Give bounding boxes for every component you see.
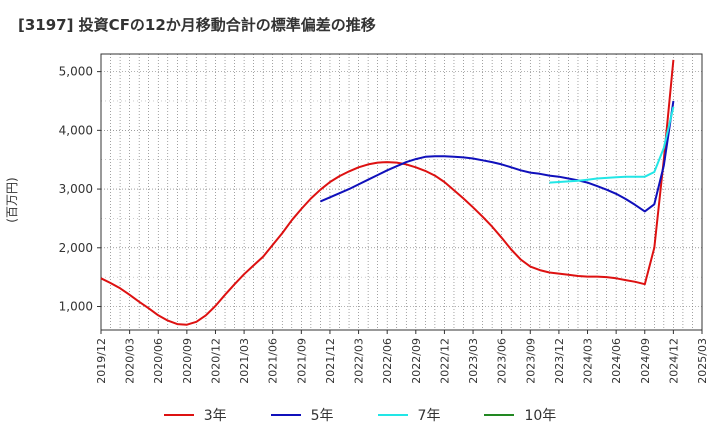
x-tick-label: 2020/03 [124, 338, 137, 384]
legend-swatch [270, 414, 301, 416]
y-ticks: 1,000 2,000 3,000 4,000 5,000 [59, 65, 101, 314]
plot-frame [100, 53, 703, 331]
x-tick-label: 2024/06 [610, 338, 623, 384]
x-tick-label: 2022/09 [410, 338, 423, 384]
x-tick-label: 2020/09 [181, 338, 194, 384]
legend-swatch [377, 414, 408, 416]
axes [100, 53, 703, 331]
y-axis-label: (百万円) [5, 177, 19, 222]
x-tick-label: 2022/03 [353, 338, 366, 384]
x-tick-label: 2021/09 [295, 338, 308, 384]
x-tick-label: 2022/12 [438, 338, 451, 384]
legend-swatch [163, 414, 194, 416]
legend-label: 5年 [310, 408, 334, 424]
legend-item: 3年 [163, 405, 227, 425]
x-tick-label: 2020/12 [209, 338, 222, 384]
x-tick-label: 2023/09 [524, 338, 537, 384]
series-lines [100, 59, 675, 326]
x-tick-label: 2024/03 [582, 338, 595, 384]
x-tick-label: 2023/12 [553, 338, 566, 384]
x-tick-label: 2021/06 [267, 338, 280, 384]
x-ticks: 2019/12 2020/03 2020/06 2020/09 2020/12 2021/… [95, 330, 709, 384]
legend-label: 3年 [203, 408, 227, 424]
series-line-3年 [100, 59, 675, 326]
chart-title: [3197] 投資CFの12か月移動合計の標準偏差の推移 [18, 16, 376, 34]
x-tick-label: 2021/03 [238, 338, 251, 384]
x-tick-label: 2023/06 [496, 338, 509, 384]
legend-item: 5年 [270, 405, 334, 425]
legend-swatch [484, 414, 515, 416]
legend-item: 10年 [484, 405, 556, 425]
y-tick-label: 3,000 [59, 182, 93, 196]
x-tick-label: 2020/06 [152, 338, 165, 384]
x-tick-label: 2019/12 [95, 338, 108, 384]
legend-label: 10年 [524, 408, 557, 424]
x-tick-label: 2023/03 [467, 338, 480, 384]
y-tick-label: 5,000 [59, 65, 93, 79]
grid [100, 54, 703, 330]
x-tick-label: 2025/03 [696, 338, 709, 384]
y-tick-label: 4,000 [59, 123, 93, 137]
x-tick-label: 2021/12 [324, 338, 337, 384]
series-line-7年 [549, 106, 675, 184]
legend-item: 7年 [377, 405, 441, 425]
x-tick-label: 2024/09 [639, 338, 652, 384]
legend: 3年 5年 7年 10年 [0, 402, 720, 428]
x-tick-label: 2024/12 [667, 338, 680, 384]
series-line-5年 [320, 100, 675, 213]
legend-label: 7年 [417, 408, 441, 424]
y-tick-label: 2,000 [59, 241, 93, 255]
y-tick-label: 1,000 [59, 300, 93, 314]
plot-area [101, 54, 702, 330]
x-tick-label: 2022/06 [381, 338, 394, 384]
